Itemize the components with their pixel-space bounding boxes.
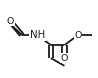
- Text: O: O: [74, 31, 82, 40]
- Text: NH: NH: [30, 30, 45, 40]
- Text: O: O: [61, 54, 68, 63]
- Text: O: O: [7, 17, 14, 26]
